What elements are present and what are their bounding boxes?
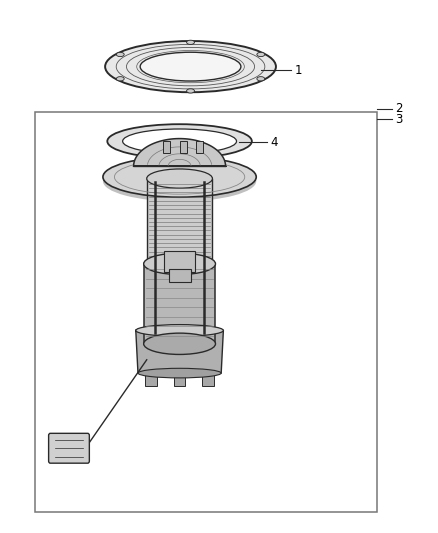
Text: 3: 3 (395, 113, 403, 126)
Bar (196, 141, 203, 153)
Bar (174, 373, 185, 386)
Bar (164, 251, 195, 272)
Ellipse shape (147, 254, 212, 273)
Ellipse shape (117, 77, 124, 81)
Polygon shape (144, 264, 215, 344)
Ellipse shape (136, 325, 223, 336)
Ellipse shape (107, 124, 252, 158)
Text: 2: 2 (395, 102, 403, 115)
Ellipse shape (123, 129, 237, 154)
Ellipse shape (103, 157, 256, 197)
Ellipse shape (187, 40, 194, 44)
Bar (202, 373, 214, 386)
Bar (180, 141, 187, 153)
Polygon shape (147, 179, 212, 264)
Ellipse shape (147, 169, 212, 188)
Ellipse shape (140, 52, 241, 81)
FancyBboxPatch shape (49, 433, 89, 463)
Ellipse shape (144, 333, 215, 354)
Bar (169, 269, 191, 282)
Ellipse shape (187, 89, 194, 93)
Bar (163, 141, 170, 153)
Ellipse shape (138, 368, 221, 378)
Text: 4: 4 (270, 136, 278, 149)
Polygon shape (136, 330, 223, 373)
Polygon shape (134, 139, 226, 166)
Bar (145, 373, 157, 386)
Bar (35, 112, 377, 512)
Text: 1: 1 (294, 64, 302, 77)
Ellipse shape (257, 77, 265, 81)
Ellipse shape (105, 41, 276, 92)
Ellipse shape (117, 52, 124, 56)
Ellipse shape (257, 52, 265, 56)
Ellipse shape (103, 161, 256, 201)
Ellipse shape (144, 253, 215, 274)
